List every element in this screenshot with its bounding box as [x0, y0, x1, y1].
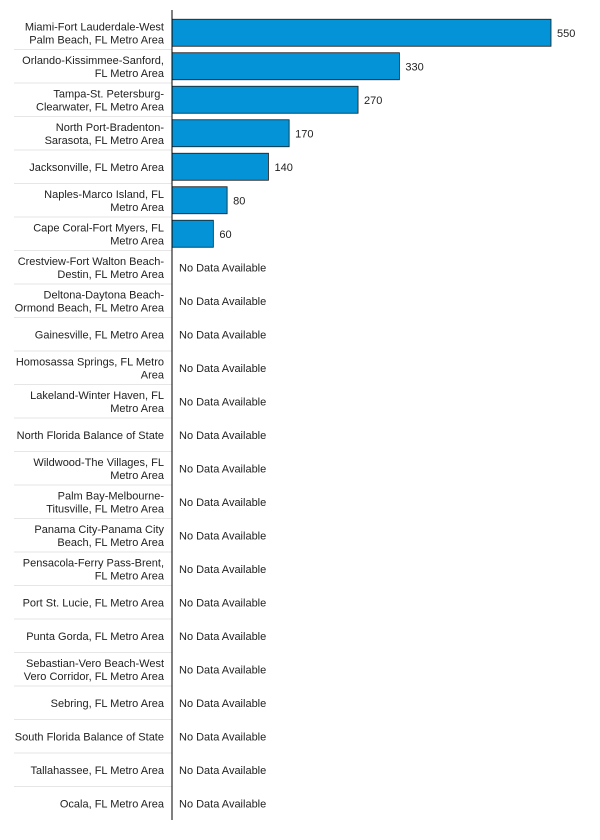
category-label-line: Metro Area: [110, 470, 165, 482]
category-label: Orlando-Kissimmee-Sanford, FL Metro Area: [22, 55, 165, 80]
value-label: 270: [364, 95, 382, 107]
category-label-line: Cape Coral-Fort Myers, FL: [33, 222, 164, 234]
no-data-label: No Data Available: [179, 564, 266, 576]
category-label-line: Miami-Fort Lauderdale-West: [25, 21, 164, 33]
category-label-line: Metro Area: [110, 403, 165, 415]
category-label-line: Sarasota, FL Metro Area: [45, 135, 165, 147]
value-label: 60: [219, 229, 231, 241]
row-separators: [14, 49, 172, 787]
category-label-line: Metro Area: [110, 235, 165, 247]
value-label: 550: [557, 28, 575, 40]
category-label-line: North Port-Bradenton-: [56, 122, 165, 134]
category-label-line: Port St. Lucie, FL Metro Area: [23, 597, 165, 609]
category-label-line: Sebastian-Vero Beach-West: [26, 658, 164, 670]
category-label: Port St. Lucie, FL Metro Area: [23, 597, 165, 609]
bar: [171, 18, 552, 47]
category-label-line: Deltona-Daytona Beach-: [44, 289, 165, 301]
category-label: Miami-Fort Lauderdale-West Palm Beach, FL…: [25, 21, 165, 46]
category-label-line: Crestview-Fort Walton Beach-: [18, 256, 165, 268]
category-label-line: Pensacola-Ferry Pass-Brent,: [23, 557, 164, 569]
category-label: North Florida Balance of State: [17, 430, 164, 442]
category-label-line: South Florida Balance of State: [15, 731, 164, 743]
category-label: Gainesville, FL Metro Area: [35, 329, 165, 341]
category-label: Lakeland-Winter Haven, FL Metro Area: [30, 390, 165, 415]
no-data-label: No Data Available: [179, 731, 266, 743]
no-data-label: No Data Available: [179, 296, 266, 308]
category-label: Homosassa Springs, FL Metro Area: [16, 356, 165, 381]
category-label-line: Jacksonville, FL Metro Area: [29, 162, 165, 174]
value-label: 80: [233, 195, 245, 207]
category-label: Jacksonville, FL Metro Area: [29, 162, 165, 174]
value-label: 330: [405, 61, 423, 73]
no-data-label: No Data Available: [179, 765, 266, 777]
no-data-label: No Data Available: [179, 396, 266, 408]
category-label-line: Gainesville, FL Metro Area: [35, 329, 165, 341]
category-label-line: Titusville, FL Metro Area: [46, 503, 165, 515]
category-label-line: Palm Bay-Melbourne-: [58, 490, 165, 502]
category-label: Pensacola-Ferry Pass-Brent, FL Metro Area: [23, 557, 165, 582]
category-label-line: Sebring, FL Metro Area: [51, 698, 165, 710]
category-label: Wildwood-The Villages, FL Metro Area: [33, 457, 165, 482]
category-label-line: Homosassa Springs, FL Metro: [16, 356, 164, 368]
category-label-line: FL Metro Area: [95, 68, 165, 80]
category-label: Crestview-Fort Walton Beach-Destin, FL M…: [18, 256, 165, 281]
bar: [171, 85, 359, 114]
no-data-label: No Data Available: [179, 631, 266, 643]
category-label: Sebastian-Vero Beach-West Vero Corridor, …: [24, 658, 165, 683]
category-label-line: Palm Beach, FL Metro Area: [29, 34, 165, 46]
category-label: Cape Coral-Fort Myers, FL Metro Area: [33, 222, 165, 247]
category-label-line: Clearwater, FL Metro Area: [36, 101, 165, 113]
category-label-line: Ormond Beach, FL Metro Area: [15, 302, 165, 314]
no-data-label: No Data Available: [179, 329, 266, 341]
category-label: South Florida Balance of State: [15, 731, 164, 743]
category-label-line: Tampa-St. Petersburg-: [53, 88, 164, 100]
no-data-label: No Data Available: [179, 497, 266, 509]
category-label-line: Area: [141, 369, 165, 381]
category-label-line: Wildwood-The Villages, FL: [33, 457, 164, 469]
category-label-line: Beach, FL Metro Area: [57, 537, 164, 549]
bar: [171, 52, 400, 81]
no-data-label: No Data Available: [179, 262, 266, 274]
no-data-label: No Data Available: [179, 597, 266, 609]
category-label: North Port-Bradenton-Sarasota, FL Metro …: [45, 122, 165, 147]
category-label-line: Destin, FL Metro Area: [57, 269, 164, 281]
category-label: Tampa-St. Petersburg-Clearwater, FL Metr…: [36, 88, 165, 113]
value-label: 170: [295, 128, 313, 140]
no-data-label: No Data Available: [179, 664, 266, 676]
category-label: Deltona-Daytona Beach-Ormond Beach, FL M…: [15, 289, 165, 314]
category-label-line: Tallahassee, FL Metro Area: [31, 765, 165, 777]
no-data-label: No Data Available: [179, 698, 266, 710]
category-label-line: Punta Gorda, FL Metro Area: [26, 631, 165, 643]
no-data-label: No Data Available: [179, 798, 266, 810]
category-label-line: Panama City-Panama City: [34, 524, 164, 536]
no-data-label: No Data Available: [179, 363, 266, 375]
no-data-label: No Data Available: [179, 530, 266, 542]
category-labels: Miami-Fort Lauderdale-West Palm Beach, FL…: [15, 21, 165, 810]
category-label: Naples-Marco Island, FL Metro Area: [44, 189, 165, 214]
category-label: Ocala, FL Metro Area: [60, 798, 165, 810]
category-label-line: Orlando-Kissimmee-Sanford,: [22, 55, 164, 67]
category-label: Panama City-Panama City Beach, FL Metro A…: [34, 524, 164, 549]
category-label-line: Lakeland-Winter Haven, FL: [30, 390, 164, 402]
category-label-line: FL Metro Area: [95, 570, 165, 582]
category-label-line: Naples-Marco Island, FL: [44, 189, 164, 201]
bar: [171, 119, 290, 148]
category-label-line: Ocala, FL Metro Area: [60, 798, 165, 810]
bars: [171, 18, 552, 248]
category-label-line: North Florida Balance of State: [17, 430, 164, 442]
category-label-line: Metro Area: [110, 202, 165, 214]
category-label: Tallahassee, FL Metro Area: [31, 765, 165, 777]
value-label: 140: [274, 162, 292, 174]
category-label-line: Vero Corridor, FL Metro Area: [24, 671, 165, 683]
value-labels: 550 330 270 170 140 80 60 No Data Available No D…: [179, 28, 575, 811]
category-label: Punta Gorda, FL Metro Area: [26, 631, 165, 643]
no-data-label: No Data Available: [179, 463, 266, 475]
bar: [171, 152, 269, 181]
no-data-label: No Data Available: [179, 430, 266, 442]
bar: [171, 186, 228, 215]
category-label: Palm Bay-Melbourne-Titusville, FL Metro …: [46, 490, 165, 515]
category-label: Sebring, FL Metro Area: [51, 698, 165, 710]
bar: [171, 219, 214, 248]
